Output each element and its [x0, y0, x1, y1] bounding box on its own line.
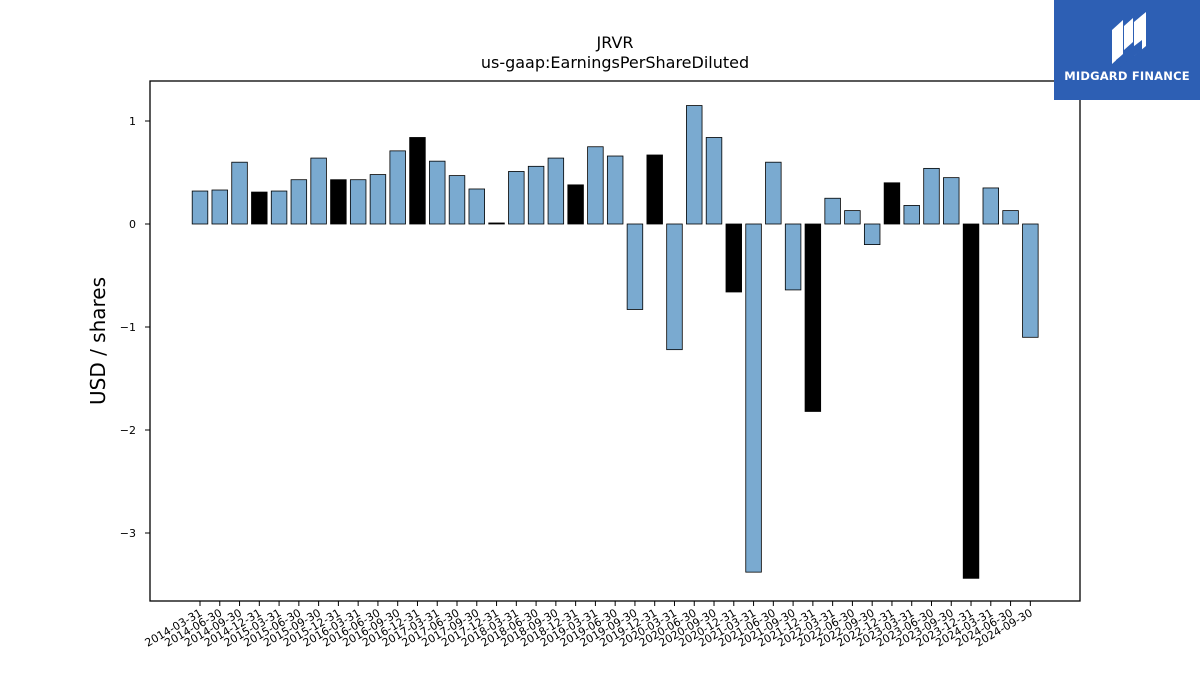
bar-2020-09-30 [705, 137, 723, 225]
y-tick-label: −2 [120, 424, 136, 437]
bar-2016-06-30 [369, 174, 387, 225]
bar-2017-06-30 [448, 175, 466, 225]
bar-2019-09-30 [626, 223, 644, 310]
logo-wordmark: MIDGARD FINANCE [1064, 69, 1190, 83]
bar-2019-12-31 [646, 154, 663, 225]
bar-2023-03-31 [903, 205, 920, 225]
y-axis-label: USD / shares [86, 277, 110, 405]
bar-2017-03-31 [429, 160, 446, 225]
bar-2016-03-31 [349, 179, 367, 225]
bar-2021-12-31 [804, 223, 822, 412]
bar-2014-06-30 [211, 189, 228, 225]
bar-2022-03-31 [824, 197, 841, 225]
bar-2022-09-30 [863, 223, 881, 246]
y-tick-label: 1 [129, 115, 136, 128]
bar-2015-03-31 [270, 190, 288, 225]
bar-2018-12-31 [567, 184, 584, 225]
bar-2022-12-31 [883, 182, 901, 225]
bar-2022-06-30 [844, 210, 861, 225]
bar-2020-03-31 [666, 223, 683, 351]
plot-frame [149, 80, 1081, 602]
bar-2021-06-30 [765, 161, 782, 225]
bar-2019-03-31 [587, 146, 604, 225]
x-ticks-group: 2014-03-312014-06-302014-09-302014-12-31… [143, 601, 1035, 650]
bar-2024-03-31 [982, 187, 1000, 225]
bar-2018-09-30 [547, 157, 565, 225]
bar-2020-06-30 [686, 105, 703, 225]
bar-2019-06-30 [606, 155, 624, 225]
chart-title: JRVR [595, 33, 633, 52]
y-tick-label: −3 [120, 527, 136, 540]
bar-2015-12-31 [330, 179, 347, 225]
bar-2018-06-30 [527, 165, 545, 225]
bar-2018-03-31 [508, 171, 525, 225]
chart-subtitle: us-gaap:EarningsPerShareDiluted [481, 53, 749, 72]
logo-mark-icon [1112, 12, 1146, 70]
bar-2023-09-30 [943, 177, 960, 225]
bar-2023-06-30 [923, 167, 940, 225]
bar-2021-09-30 [784, 223, 802, 291]
y-tick-label: −1 [120, 321, 136, 334]
bars-group [191, 105, 1039, 579]
bar-2014-03-31 [191, 190, 209, 225]
bar-2017-12-31 [488, 222, 505, 225]
bar-2015-09-30 [310, 157, 327, 225]
bar-2024-09-30 [1022, 223, 1039, 338]
bar-2017-09-30 [468, 188, 485, 225]
bar-2015-06-30 [290, 179, 308, 225]
y-ticks-group: 1 0 −1 −2 −3 [120, 115, 150, 540]
bar-2014-09-30 [231, 161, 248, 225]
brand-logo: MIDGARD FINANCE [1054, 0, 1200, 100]
bar-2016-09-30 [389, 150, 406, 225]
bar-2024-06-30 [1002, 210, 1019, 225]
bar-2021-03-31 [745, 223, 762, 573]
bar-2016-12-31 [409, 137, 426, 225]
bar-2020-12-31 [725, 223, 742, 293]
bar-2023-12-31 [962, 223, 980, 579]
bar-2014-12-31 [251, 191, 268, 225]
y-tick-label: 0 [129, 218, 136, 231]
